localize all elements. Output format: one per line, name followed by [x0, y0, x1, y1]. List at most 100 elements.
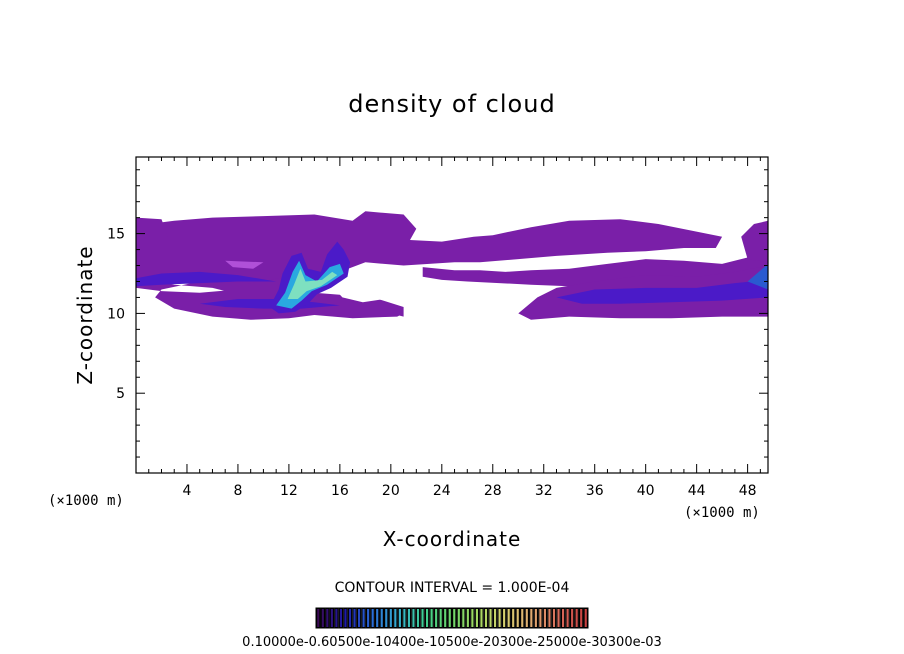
colorbar-swatch [389, 609, 392, 627]
y-tick-label: 15 [107, 227, 125, 243]
colorbar-swatch [557, 609, 560, 627]
x-tick-label: 20 [382, 483, 400, 499]
x-tick-label: 36 [586, 483, 604, 499]
colorbar-swatch [394, 609, 397, 627]
colorbar-swatch [494, 609, 497, 627]
x-tick-label: 32 [535, 483, 553, 499]
colorbar-swatch [539, 609, 542, 627]
colorbar-swatch [571, 609, 574, 627]
x-tick-label: 40 [637, 483, 655, 499]
colorbar-swatch [376, 609, 379, 627]
x-unit-label-left: (×1000 m) [48, 493, 124, 509]
colorbar-swatch [471, 609, 474, 627]
colorbar-swatch [534, 609, 537, 627]
colorbar-swatch [516, 609, 519, 627]
cloud-band-upper-left [136, 211, 723, 290]
x-unit-label-right: (×1000 m) [684, 505, 760, 521]
colorbar-swatch [317, 609, 320, 627]
y-tick-label: 5 [116, 386, 125, 402]
colorbar-swatch [448, 609, 451, 627]
colorbar-swatch [439, 609, 442, 627]
colorbar-swatch [575, 609, 578, 627]
x-tick-label: 4 [183, 483, 192, 499]
colorbar-swatch [580, 609, 583, 627]
colorbar-swatch [475, 609, 478, 627]
convective-core-peak [287, 268, 338, 299]
colorbar-swatch [371, 609, 374, 627]
colorbar-swatch [335, 609, 338, 627]
colorbar-swatch [543, 609, 546, 627]
colorbar-swatch [416, 609, 420, 627]
colorbar-swatch [562, 609, 565, 627]
light-streak [225, 260, 264, 269]
colorbar-swatch [530, 609, 533, 627]
y-tick-label: 10 [107, 306, 125, 322]
x-tick-label: 44 [688, 483, 706, 499]
cloud-field [136, 211, 768, 320]
colorbar-swatch [326, 609, 329, 627]
cloud-band-lower-left [136, 275, 404, 320]
colorbar-swatch [358, 609, 361, 627]
colorbar-swatch [339, 609, 342, 627]
colorbar-swatch [321, 609, 324, 627]
colorbar-swatch [344, 609, 347, 627]
colorbar-swatch [457, 609, 460, 627]
dense-streak-lower-right [556, 279, 768, 304]
colorbar-swatch [453, 609, 456, 627]
colorbar-swatch [584, 609, 587, 627]
x-axis-label: X-coordinate [383, 527, 522, 551]
colorbar-swatch [421, 609, 424, 627]
colorbar-swatch [444, 609, 447, 627]
colorbar-swatch [435, 609, 438, 627]
colorbar-swatch [407, 609, 410, 627]
colorbar-swatch [398, 609, 401, 627]
colorbar-swatch [367, 609, 370, 627]
colorbar-swatch [548, 609, 551, 627]
cloud-edge-left [136, 217, 168, 279]
colorbar-swatch [426, 609, 429, 627]
dense-edge-right [747, 263, 768, 290]
cloud-edge-right [741, 220, 768, 263]
colorbar-swatch [462, 609, 465, 627]
x-tick-label: 16 [331, 483, 349, 499]
colorbar-frame [315, 607, 589, 629]
x-tick-label: 24 [433, 483, 451, 499]
x-tick-labels: 4 8 12 16 20 24 28 32 36 40 44 48 [183, 483, 757, 499]
colorbar-swatch [430, 609, 433, 627]
y-tick-labels: 5 10 15 [107, 227, 125, 403]
x-tick-label: 28 [484, 483, 502, 499]
colorbar-swatch [525, 609, 528, 627]
x-tick-label: 12 [280, 483, 298, 499]
colorbar-swatch [521, 609, 524, 627]
colorbar-swatch [507, 609, 510, 627]
colorbar-swatch [484, 609, 488, 627]
colorbar-labels: 0.10000e-0.60500e-10400e-10500e-20300e-2… [242, 635, 662, 650]
colorbar [316, 608, 588, 628]
contour-interval-label: CONTOUR INTERVAL = 1.000E-04 [335, 580, 570, 596]
dense-streak-lower-left [199, 299, 340, 309]
colorbar-swatch [512, 609, 515, 627]
tick-marks [136, 157, 768, 473]
colorbar-swatch [412, 609, 415, 627]
colorbar-swatch [480, 609, 483, 627]
cloud-gap-center [333, 279, 386, 303]
colorbar-swatch [330, 609, 333, 627]
colorbar-swatch [348, 609, 352, 627]
y-axis-label: Z-coordinate [73, 245, 97, 384]
colorbar-swatch [552, 609, 556, 627]
plot-area [135, 156, 769, 474]
plot-frame [135, 156, 769, 474]
colorbar-swatch [466, 609, 469, 627]
x-tick-label: 8 [233, 483, 242, 499]
colorbar-swatch [380, 609, 383, 627]
x-tick-label: 48 [739, 483, 757, 499]
dense-streak-left [136, 271, 277, 287]
colorbar-swatch [503, 609, 506, 627]
colorbar-swatch [385, 609, 388, 627]
colorbar-swatch [353, 609, 356, 627]
colorbar-swatch [489, 609, 492, 627]
colorbar-swatch [566, 609, 569, 627]
colorbar-swatch [362, 609, 365, 627]
chart-title: density of cloud [348, 90, 555, 118]
